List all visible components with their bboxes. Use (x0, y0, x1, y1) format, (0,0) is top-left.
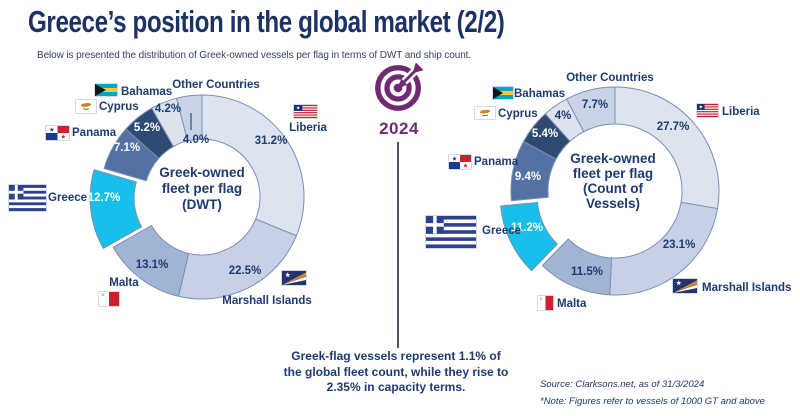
page-title: Greece’s position in the global market (… (28, 4, 505, 39)
callout-note: Greek-flag vessels represent 1.1% of the… (284, 349, 509, 396)
connector-line (397, 142, 399, 348)
dwt-donut-value-panama: 7.1% (114, 142, 140, 154)
source-line: Source: Clarksons.net, as of 31/3/2024 (540, 379, 705, 390)
dwt-donut-slice-malta (112, 225, 190, 297)
callout-note-line-3: 2.35% in capacity terms. (326, 380, 466, 394)
count-donut-value-malta: 11.5% (571, 266, 603, 278)
count-donut-slice-other-countries (566, 86, 616, 133)
dwt-donut-value-cyprus: 5.2% (134, 122, 160, 134)
count-donut-value-bahamas: 4% (555, 110, 572, 122)
dwt-donut-value-bahamas: 4.2% (155, 103, 181, 115)
callout-note-line-2: the global fleet count, while they rise … (283, 364, 509, 379)
dwt-donut-value-marshall-islands: 22.5% (229, 265, 262, 277)
year-badge: 2024 (372, 61, 426, 139)
dwt-donut-value-greece: 12.7% (88, 192, 121, 204)
dwt-donut-value-liberia: 31.2% (255, 135, 288, 147)
source-note: Source: Clarksons.net, as of 31/3/2024 *… (540, 377, 765, 410)
year-label: 2024 (379, 119, 419, 138)
count-donut-value-cyprus: 5.4% (532, 128, 558, 140)
dwt-donut-slice-liberia (201, 94, 305, 237)
subtitle: Below is presented the distribution of G… (37, 50, 472, 61)
dwt-donut-value-other-countries: 4.0% (183, 134, 209, 146)
dwt-donut-value-malta: 13.1% (136, 259, 169, 271)
count-donut-value-greece: 11.2% (511, 222, 543, 234)
target-dart-icon (375, 61, 425, 111)
count-donut-value-liberia: 27.7% (657, 121, 690, 133)
count-donut-value-other-countries: 7.7% (582, 99, 608, 111)
count-donut-slice-malta (541, 238, 613, 296)
count-donut-value-marshall-islands: 23.1% (663, 239, 696, 251)
dwt-donut-center-label: (DWT) (182, 197, 222, 212)
count-donut-center-label: (Count of (583, 181, 643, 196)
dwt-donut-slice-marshall-islands (178, 218, 297, 300)
dwt-donut-slice-other-countries (176, 94, 203, 142)
count-donut-center-label: Vessels) (586, 196, 640, 211)
dwt-donut-center-label: Greek-owned (159, 165, 245, 180)
count-donut-center-label: Greek-owned (570, 151, 656, 166)
dwt-donut-center-label: fleet per flag (162, 181, 242, 196)
count-donut-center-label: fleet per flag (573, 166, 653, 181)
callout-note-line-1: Greek-flag vessels represent 1.1% of (291, 349, 501, 363)
footnote-line: *Note: Figures refer to vessels of 1000 … (540, 395, 765, 407)
count-donut-slice-greece (500, 201, 558, 272)
count-donut-value-panama: 9.4% (515, 171, 541, 183)
dwt-donut-slice-greece (89, 169, 143, 249)
